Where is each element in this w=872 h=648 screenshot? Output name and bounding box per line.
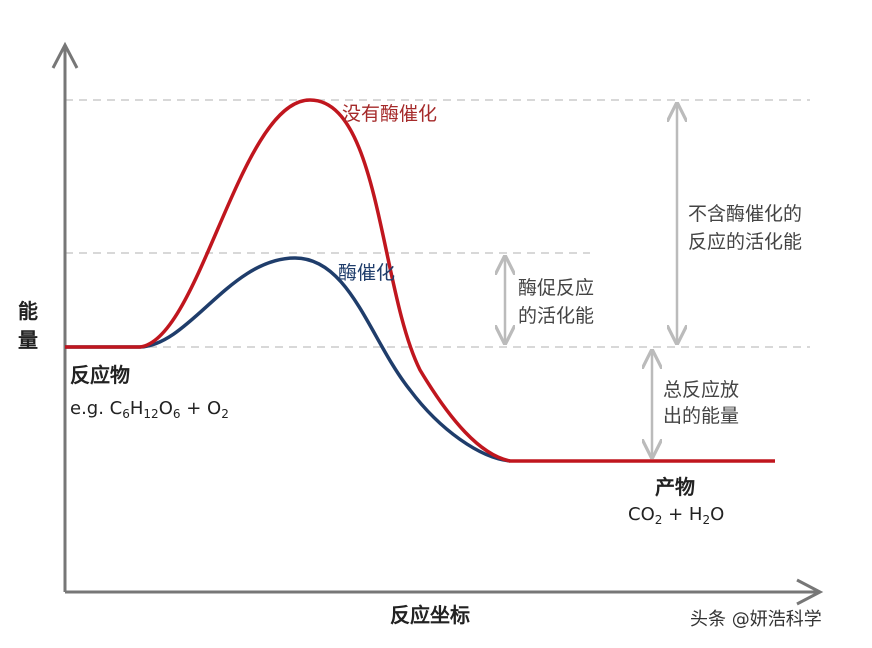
watermark: 头条 @妍浩科学 bbox=[690, 609, 822, 630]
annotation: 出的能量 bbox=[663, 405, 739, 427]
y-axis-label: 能 bbox=[18, 299, 38, 323]
axes bbox=[51, 41, 824, 606]
annotation: 总反应放 bbox=[663, 379, 739, 401]
catalyzed-curve bbox=[65, 256, 511, 463]
y-axis-label: 量 bbox=[18, 328, 38, 352]
y-axis bbox=[51, 41, 79, 592]
annotation: 反应的活化能 bbox=[688, 231, 802, 253]
reactants-label: 反应物 bbox=[70, 363, 130, 387]
curve-label: 没有酶催化 bbox=[342, 103, 437, 125]
annotation: 的活化能 bbox=[518, 305, 594, 327]
annotation: 酶促反应 bbox=[518, 277, 594, 299]
guide-lines bbox=[65, 99, 810, 348]
arrows bbox=[505, 104, 677, 457]
annotation: 不含酶催化的 bbox=[688, 203, 802, 225]
x-axis-label: 反应坐标 bbox=[390, 603, 470, 627]
reactants-formula: e.g. C6H12O6 + O2 bbox=[70, 398, 229, 421]
uncatalyzed-curve bbox=[65, 98, 775, 463]
curve-label: 酶催化 bbox=[338, 262, 395, 284]
products-label: 产物 bbox=[655, 475, 695, 499]
x-axis bbox=[65, 578, 824, 606]
products-formula: CO2 + H2O bbox=[628, 504, 724, 527]
